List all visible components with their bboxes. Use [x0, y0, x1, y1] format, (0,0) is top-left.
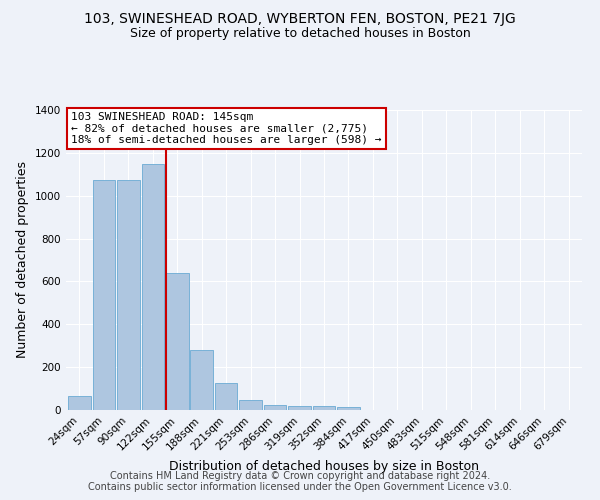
- Bar: [92, 180, 115, 410]
- Text: Size of property relative to detached houses in Boston: Size of property relative to detached ho…: [130, 28, 470, 40]
- Text: 103 SWINESHEAD ROAD: 145sqm
← 82% of detached houses are smaller (2,775)
18% of : 103 SWINESHEAD ROAD: 145sqm ← 82% of det…: [71, 112, 382, 144]
- Bar: [190, 350, 213, 410]
- Y-axis label: Number of detached properties: Number of detached properties: [16, 162, 29, 358]
- Bar: [337, 407, 360, 410]
- Bar: [142, 164, 164, 410]
- Text: Contains HM Land Registry data © Crown copyright and database right 2024.: Contains HM Land Registry data © Crown c…: [110, 471, 490, 481]
- X-axis label: Distribution of detached houses by size in Boston: Distribution of detached houses by size …: [169, 460, 479, 473]
- Bar: [239, 400, 262, 410]
- Bar: [215, 383, 238, 410]
- Bar: [288, 406, 311, 410]
- Bar: [264, 404, 286, 410]
- Bar: [166, 273, 188, 410]
- Bar: [68, 396, 91, 410]
- Bar: [117, 180, 140, 410]
- Text: 103, SWINESHEAD ROAD, WYBERTON FEN, BOSTON, PE21 7JG: 103, SWINESHEAD ROAD, WYBERTON FEN, BOST…: [84, 12, 516, 26]
- Bar: [313, 406, 335, 410]
- Text: Contains public sector information licensed under the Open Government Licence v3: Contains public sector information licen…: [88, 482, 512, 492]
